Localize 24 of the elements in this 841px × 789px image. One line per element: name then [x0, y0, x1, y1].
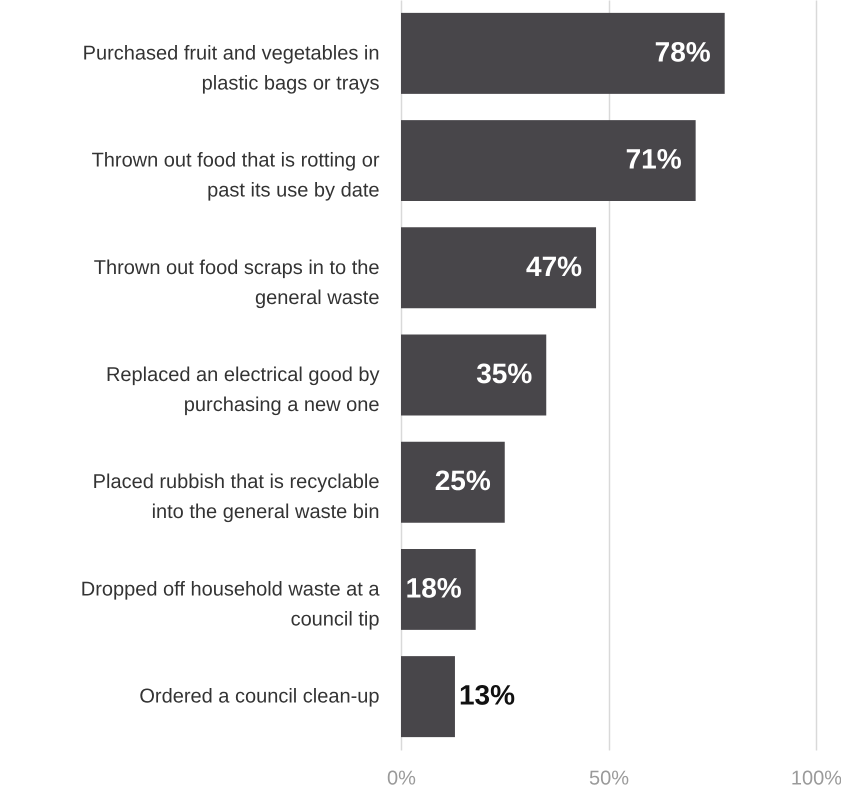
bar	[401, 548, 476, 630]
bar	[401, 656, 455, 738]
data-label: 35%	[476, 358, 532, 389]
bar	[401, 334, 546, 416]
x-tick-label: 50%	[588, 768, 630, 789]
data-label: 47%	[526, 250, 582, 282]
bar	[401, 12, 725, 94]
bar	[401, 120, 696, 202]
y-tick-label: Ordered a council clean-up	[139, 686, 380, 708]
y-tick-label: Replaced an electrical good by purchasing a new one	[106, 364, 380, 416]
y-tick-label: Dropped off household waste at a council tip	[80, 578, 380, 630]
x-tick-label: 0%	[387, 768, 416, 789]
y-tick-label: Purchased fruit and vegetables in plastic bags or trays	[82, 42, 380, 94]
y-tick-label: Placed rubbish that is recyclable into the general waste bin	[92, 471, 380, 524]
bar	[401, 442, 505, 523]
data-label: 25%	[434, 465, 491, 496]
data-label: 18%	[406, 572, 462, 604]
data-label: 78%	[654, 36, 711, 68]
data-label: 71%	[626, 144, 682, 175]
y-tick-label: Thrown out food scraps in to the general waste	[94, 256, 380, 309]
bar	[401, 227, 596, 308]
y-tick-label: Thrown out food that is rotting or past its use by date	[92, 150, 380, 202]
x-tick-label: 100%	[790, 768, 841, 789]
data-label: 13%	[458, 680, 516, 711]
